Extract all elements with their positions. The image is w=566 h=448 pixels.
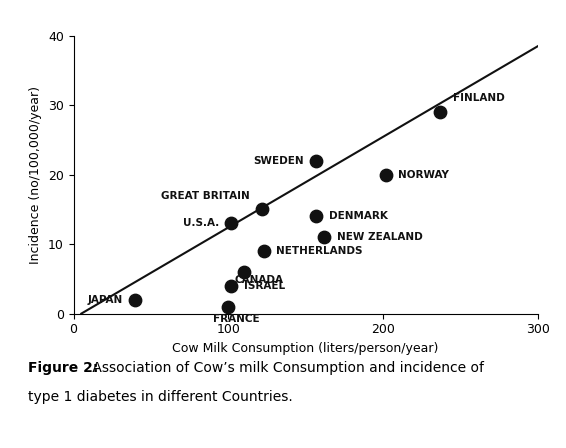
Text: Figure 2:: Figure 2: [28,361,98,375]
Point [227,220,236,227]
Text: type 1 diabetes in different Countries.: type 1 diabetes in different Countries. [28,390,293,404]
Point [312,213,321,220]
Text: FRANCE: FRANCE [213,314,259,323]
Text: DENMARK: DENMARK [329,211,388,221]
Text: ISRAEL: ISRAEL [244,281,285,291]
Point [320,234,329,241]
Text: CANADA: CANADA [235,276,284,285]
Text: NETHERLANDS: NETHERLANDS [276,246,363,256]
Point [227,282,236,289]
Text: Association of Cow’s milk Consumption and incidence of: Association of Cow’s milk Consumption an… [88,361,484,375]
Text: FINLAND: FINLAND [453,93,504,103]
Point [381,171,391,178]
Point [436,109,445,116]
Text: SWEDEN: SWEDEN [254,156,304,166]
Text: JAPAN: JAPAN [88,295,123,305]
Point [239,268,248,276]
Y-axis label: Incidence (no/100,000/year): Incidence (no/100,000/year) [29,86,42,264]
X-axis label: Cow Milk Consumption (liters/person/year): Cow Milk Consumption (liters/person/year… [173,342,439,355]
Point [224,303,233,310]
Point [312,157,321,164]
Text: GREAT BRITAIN: GREAT BRITAIN [161,190,250,201]
Point [259,247,268,254]
Text: NEW ZEALAND: NEW ZEALAND [337,232,422,242]
Text: U.S.A.: U.S.A. [183,218,219,228]
Point [131,296,140,303]
Point [258,206,267,213]
Text: NORWAY: NORWAY [398,170,449,180]
